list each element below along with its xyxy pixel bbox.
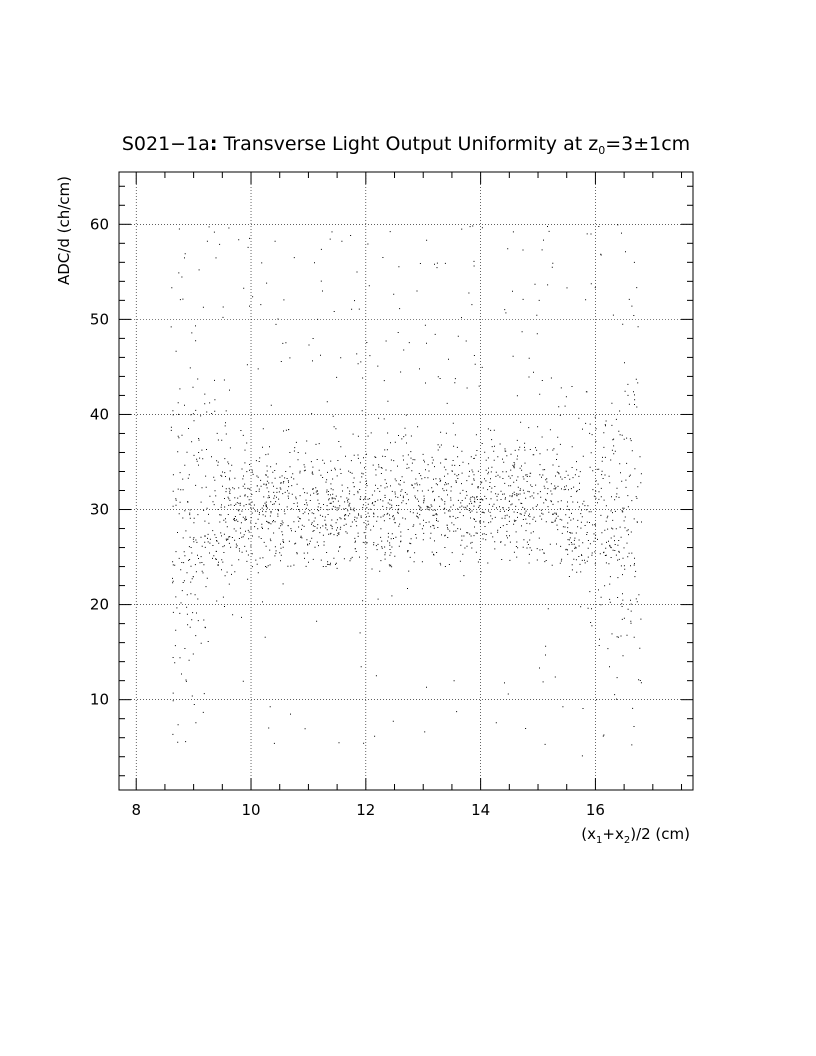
- y-axis-label: ADC/d (ch/cm): [55, 176, 73, 285]
- x-tick-label: 8: [131, 801, 141, 819]
- title-rest: Transverse Light Output Uniformity at z: [217, 133, 598, 155]
- y-tick-label: 20: [90, 596, 109, 614]
- title-main: S021−1a: [122, 133, 210, 155]
- grid-lines: [119, 172, 693, 790]
- x-tick-label: 14: [471, 801, 490, 819]
- x-axis-label: (x1+x2)/2 (cm): [581, 825, 690, 846]
- x-tick-label: 16: [586, 801, 605, 819]
- y-tick-label: 60: [90, 215, 109, 233]
- plot-frame: [118, 171, 694, 791]
- title-subscript: 0: [598, 144, 605, 157]
- y-tick-label: 30: [90, 501, 109, 519]
- x-tick-label: 10: [241, 801, 260, 819]
- scatter-points: [170, 224, 642, 757]
- tick-labels: 8 10 12 14 16 10 20 30 40 50 60: [90, 215, 605, 819]
- title-tail: =3±1cm: [605, 133, 690, 155]
- x-tick-label: 12: [356, 801, 375, 819]
- y-tick-label: 50: [90, 310, 109, 328]
- title-colon: :: [210, 133, 218, 155]
- chart-title: S021−1a: Transverse Light Output Uniform…: [122, 133, 690, 157]
- data-points: [170, 224, 642, 757]
- axis-ticks: [119, 172, 693, 790]
- y-tick-label: 10: [90, 691, 109, 709]
- y-tick-label: 40: [90, 405, 109, 423]
